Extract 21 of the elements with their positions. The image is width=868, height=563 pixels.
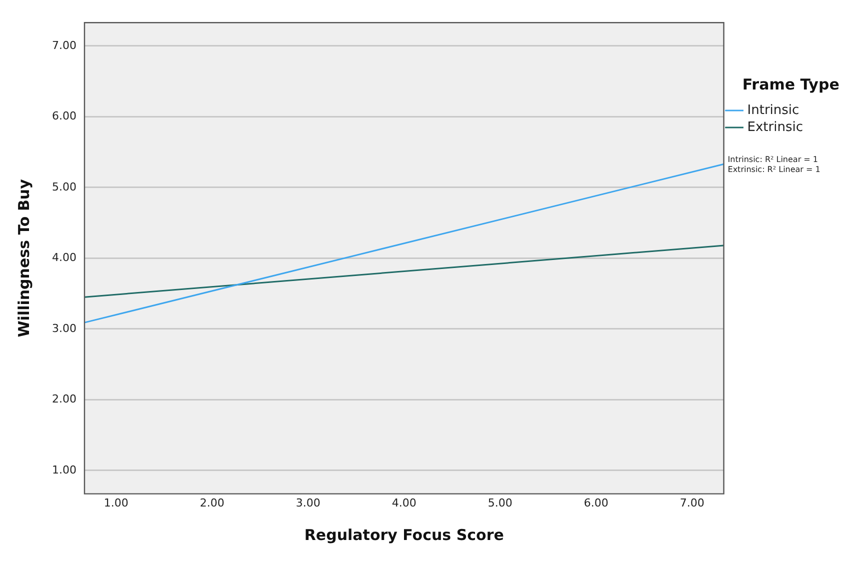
y-axis-title: Willingness To Buy xyxy=(14,178,33,338)
x-axis-title: Regulatory Focus Score xyxy=(304,526,504,544)
y-tick-label: 3.00 xyxy=(52,322,76,335)
text: Extrinsic: R² Linear = 1 xyxy=(728,165,820,174)
y-tick-label: 5.00 xyxy=(52,180,76,194)
x-tick-label: 2.00 xyxy=(200,496,224,510)
x-tick-label: 7.00 xyxy=(680,496,704,510)
x-tick-label: 6.00 xyxy=(584,496,608,510)
legend-title: Frame Type xyxy=(742,75,840,94)
legend-label: Extrinsic xyxy=(747,120,803,135)
text: Intrinsic: R² Linear = 1 xyxy=(728,155,818,164)
y-tick-label: 1.00 xyxy=(52,463,76,476)
x-tick-label: 5.00 xyxy=(488,496,512,510)
y-tick-label: 4.00 xyxy=(52,251,76,264)
y-tick-label: 6.00 xyxy=(52,110,76,123)
x-tick-label: 4.00 xyxy=(392,496,416,510)
legend-label: Intrinsic xyxy=(747,102,800,118)
y-tick-label: 7.00 xyxy=(52,38,76,52)
x-tick-label: 3.00 xyxy=(296,496,320,510)
x-tick-label: 1.00 xyxy=(104,496,128,510)
y-tick-label: 2.00 xyxy=(52,392,76,406)
